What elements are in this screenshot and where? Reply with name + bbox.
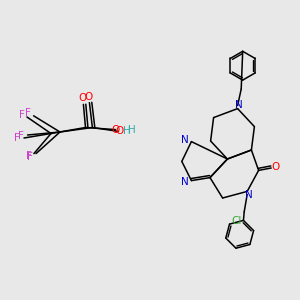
- Text: O: O: [272, 162, 280, 172]
- Text: O: O: [84, 92, 93, 102]
- Text: N: N: [181, 135, 189, 145]
- Text: N: N: [245, 190, 253, 200]
- Text: F: F: [19, 110, 25, 120]
- Text: Cl: Cl: [231, 216, 241, 226]
- Text: N: N: [181, 177, 189, 187]
- Text: O: O: [111, 124, 120, 135]
- Text: F: F: [27, 152, 33, 162]
- Text: N: N: [235, 100, 243, 110]
- Text: F: F: [25, 108, 31, 118]
- Text: F: F: [26, 151, 32, 161]
- Text: F: F: [18, 130, 24, 141]
- Text: H: H: [123, 126, 131, 136]
- Text: O: O: [115, 126, 123, 136]
- Text: O: O: [79, 93, 87, 103]
- Text: F: F: [14, 133, 20, 143]
- Text: H: H: [128, 124, 135, 135]
